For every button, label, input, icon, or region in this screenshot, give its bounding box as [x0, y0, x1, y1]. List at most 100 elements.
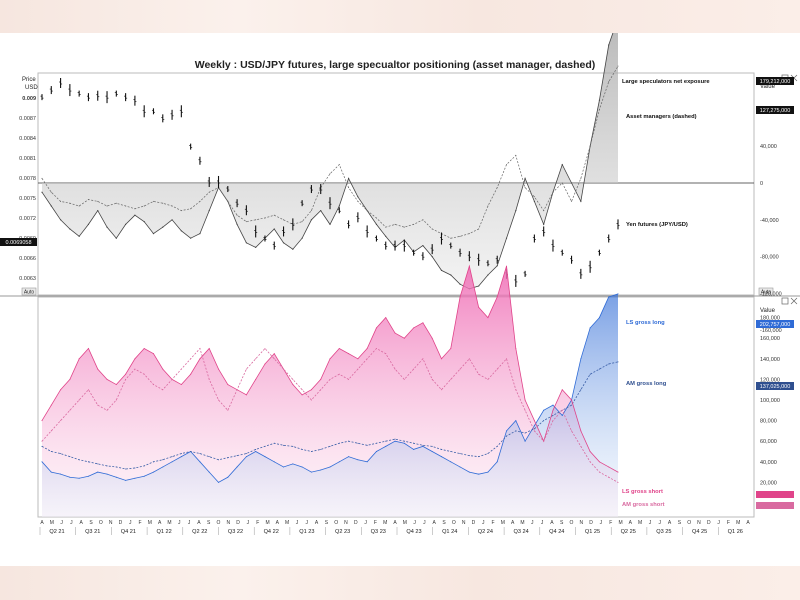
point-ls-gross-short: [487, 317, 489, 319]
point-net-exposure: [338, 205, 340, 207]
left-axis-tick-label: 0.0087: [19, 116, 36, 122]
point-ls-gross-short: [459, 296, 461, 298]
point-asset-managers: [264, 217, 266, 219]
point-ls-gross-short: [199, 358, 201, 360]
point-ls-gross-long: [598, 317, 600, 319]
right-axis-tick-label-top: 0: [760, 181, 763, 187]
chart-title: Weekly : USD/JPY futures, large specualt…: [195, 59, 595, 71]
point-am-gross-long: [292, 445, 294, 447]
point-net-exposure: [431, 256, 433, 258]
point-am-gross-long: [97, 463, 99, 465]
point-am-gross-short: [329, 378, 331, 380]
x-axis-quarter-label: Q2 23: [335, 529, 350, 535]
chart-canvas: Weekly : USD/JPY futures, large specualt…: [0, 33, 800, 535]
x-axis-month-label: M: [265, 520, 269, 526]
right-current-value-box-6: [756, 502, 794, 509]
point-am-gross-short: [552, 420, 554, 422]
x-axis-month-label: J: [531, 520, 534, 526]
point-net-exposure: [570, 182, 573, 184]
point-asset-managers: [524, 187, 526, 189]
point-ls-gross-long: [320, 469, 322, 471]
auto-button-top[interactable]: Auto: [21, 287, 37, 296]
close-icon-bottom[interactable]: [790, 297, 798, 305]
point-asset-managers: [366, 210, 368, 212]
x-axis-month-label: J: [247, 520, 250, 526]
point-ls-gross-long: [608, 296, 610, 298]
left-axis-tick-label: 0.0078: [19, 176, 36, 182]
right-axis-tick-label-top: -80,000: [760, 255, 779, 261]
x-axis-month-label: A: [746, 520, 750, 526]
point-am-gross-short: [515, 389, 517, 391]
x-axis-month-label: A: [433, 520, 437, 526]
point-am-gross-short: [375, 348, 377, 349]
point-am-gross-long: [236, 455, 238, 457]
x-axis-quarter-label: Q1 25: [585, 529, 600, 535]
point-asset-managers: [478, 228, 480, 230]
series-net-exposure-line: [41, 33, 614, 290]
point-ls-gross-long: [199, 461, 201, 463]
point-net-exposure: [199, 233, 201, 235]
x-axis-quarter-label: Q4 25: [692, 529, 707, 535]
point-ls-gross-long: [152, 471, 154, 473]
point-am-gross-long: [394, 438, 396, 440]
right-current-value-1: 179,212,000: [760, 79, 791, 85]
point-ls-gross-short: [208, 348, 210, 349]
point-ls-gross-long: [227, 476, 229, 478]
point-ls-gross-short: [422, 322, 424, 324]
point-am-gross-short: [338, 373, 340, 375]
x-axis-quarter-label: Q2 22: [192, 529, 207, 535]
svg-text:Auto: Auto: [761, 290, 772, 296]
point-asset-managers: [69, 202, 71, 204]
x-axis-quarter-label: Q3 23: [371, 529, 386, 535]
point-ls-gross-short: [552, 409, 554, 411]
point-am-gross-long: [310, 451, 312, 452]
point-net-exposure: [208, 210, 210, 212]
label-am-gross-short: AM gross short: [622, 502, 665, 508]
maximize-icon-bottom[interactable]: [781, 297, 789, 305]
point-ls-gross-short: [375, 327, 377, 329]
point-asset-managers: [41, 177, 43, 179]
x-axis-month-label: J: [70, 520, 73, 526]
x-axis-month-label: A: [197, 520, 201, 526]
x-axis-month-label: J: [364, 520, 367, 526]
chart-frame: Weekly : USD/JPY futures, large specualt…: [0, 33, 800, 566]
point-ls-gross-short: [608, 466, 610, 468]
x-axis-month-label: A: [276, 520, 280, 526]
x-axis-month-label: O: [334, 520, 338, 526]
auto-button-right[interactable]: Auto: [758, 287, 774, 296]
point-asset-managers: [338, 164, 340, 166]
x-axis-quarter-label: Q4 24: [549, 529, 564, 535]
point-am-gross-long: [468, 455, 470, 457]
point-net-exposure: [533, 200, 535, 202]
point-ls-gross-short: [97, 368, 99, 370]
point-am-gross-short: [97, 404, 99, 406]
point-am-gross-short: [459, 368, 461, 370]
x-axis-month-label: F: [609, 520, 612, 526]
point-net-exposure: [450, 274, 452, 276]
point-am-gross-short: [69, 409, 71, 411]
point-ls-gross-long: [487, 471, 489, 473]
point-net-exposure: [143, 221, 145, 223]
point-net-exposure: [478, 285, 480, 287]
point-net-exposure: [236, 223, 238, 225]
left-current-value: 0.0069058: [6, 240, 32, 246]
point-asset-managers: [385, 226, 387, 228]
point-ls-gross-long: [403, 442, 405, 444]
point-am-gross-short: [422, 358, 424, 360]
x-axis-month-label: J: [296, 520, 299, 526]
right-current-value-box-5: [756, 491, 794, 498]
ls-gross-long-area: [42, 293, 618, 517]
x-axis-month-label: A: [668, 520, 672, 526]
x-axis-quarter-label: Q2 25: [621, 529, 636, 535]
x-axis-month-label: A: [80, 520, 84, 526]
right-axis-tick-label-bottom: 20,000: [760, 480, 777, 486]
x-axis-month-label: J: [541, 520, 544, 526]
point-ls-gross-long: [78, 477, 80, 479]
point-ls-gross-long: [41, 461, 43, 463]
point-asset-managers: [580, 177, 582, 179]
point-am-gross-long: [552, 414, 554, 416]
point-ls-gross-short: [431, 337, 433, 339]
point-ls-gross-long: [134, 477, 136, 479]
point-asset-managers: [515, 154, 517, 156]
point-net-exposure: [524, 177, 526, 179]
